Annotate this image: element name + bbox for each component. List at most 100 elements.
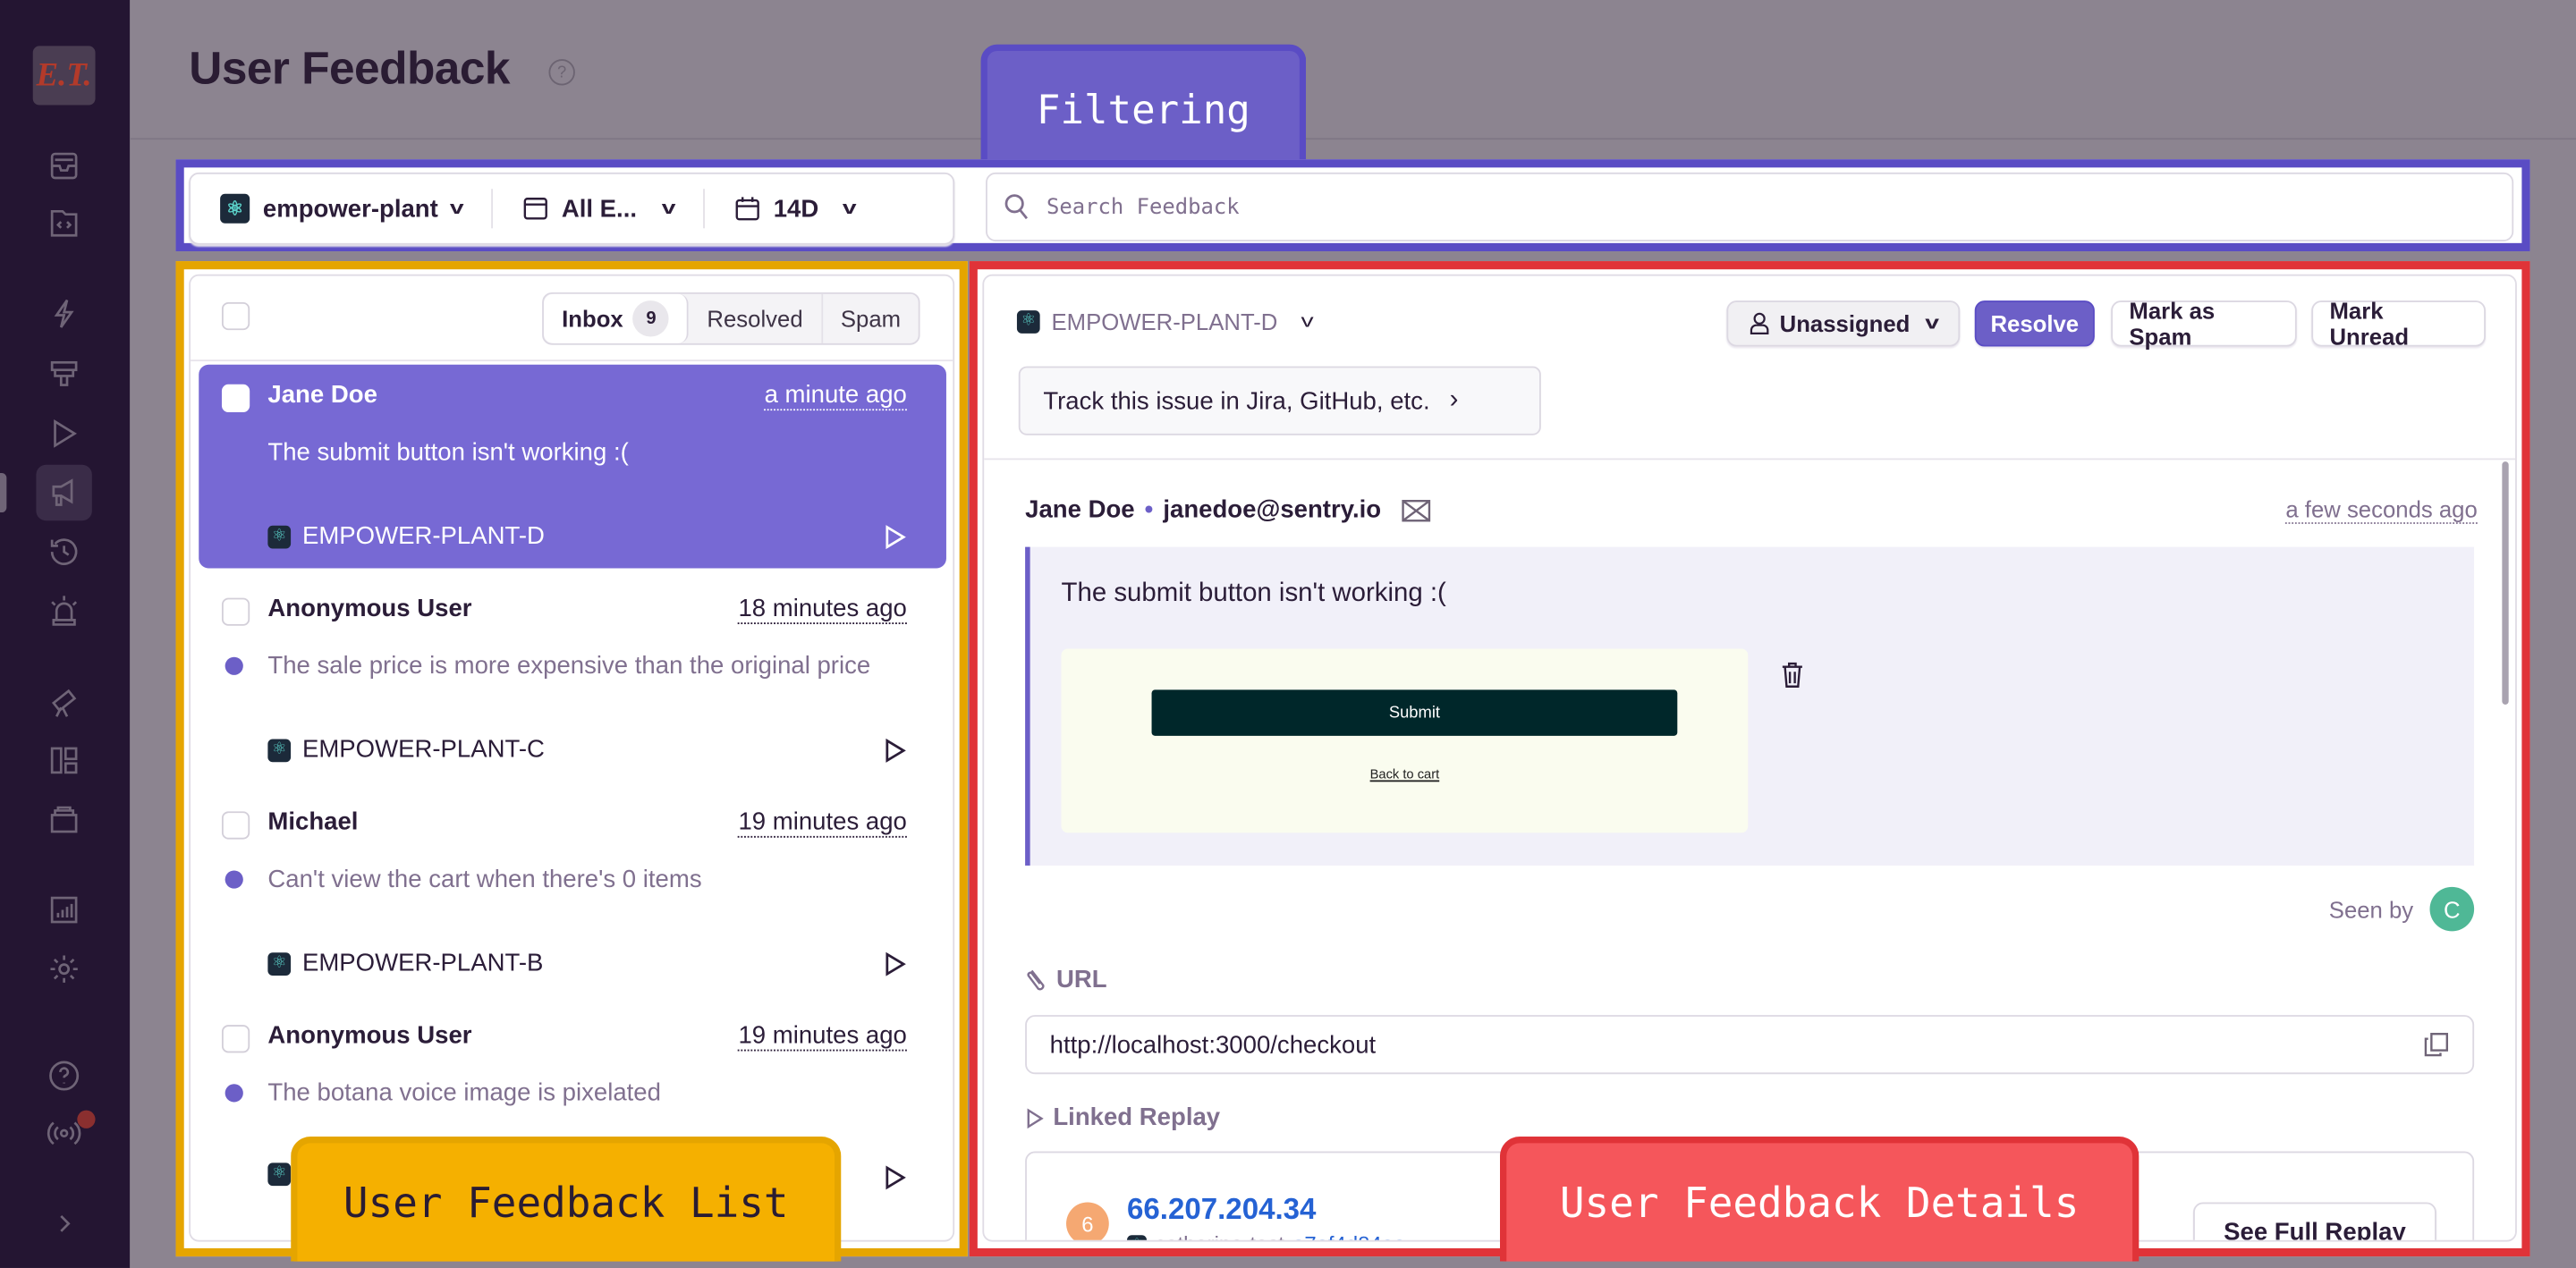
broadcast-icon[interactable] xyxy=(36,1109,91,1158)
unread-indicator xyxy=(225,1084,243,1103)
feedback-time: 19 minutes ago xyxy=(738,1021,907,1052)
environment-selector[interactable]: All E... v xyxy=(490,189,703,229)
issue-link[interactable]: ⚛ EMPOWER-PLANT-D xyxy=(267,522,545,550)
url-label: URL xyxy=(1056,965,1107,994)
replay-project: catherine-test xyxy=(1155,1232,1284,1240)
feedback-author: Jane Doe xyxy=(267,381,377,410)
copy-icon[interactable] xyxy=(2423,1031,2449,1057)
list-item[interactable]: Jane Doe a minute ago The submit button … xyxy=(199,364,946,569)
project-name: empower-plant xyxy=(262,194,438,223)
org-logo[interactable]: E.T. xyxy=(32,46,96,106)
feedback-message: The submit button isn't working :( xyxy=(1061,579,1446,608)
feedback-message-block: The submit button isn't working :( Submi… xyxy=(1025,546,2475,866)
scrollbar[interactable] xyxy=(2502,461,2509,705)
see-full-replay-button[interactable]: See Full Replay xyxy=(2193,1202,2436,1240)
resolve-button[interactable]: Resolve xyxy=(1974,300,2095,347)
project-selector[interactable]: ⚛ empower-plant v xyxy=(191,189,491,228)
calendar-icon xyxy=(735,197,759,221)
assignee-dropdown[interactable]: Unassigned v xyxy=(1726,300,1961,347)
user-icon xyxy=(1750,312,1769,334)
issue-link[interactable]: ⚛ EMPOWER-PLANT-B xyxy=(267,950,543,977)
mark-spam-button[interactable]: Mark as Spam xyxy=(2111,297,2297,350)
search-input[interactable] xyxy=(1043,192,2463,222)
avatar[interactable]: C xyxy=(2429,886,2475,932)
gear-icon[interactable] xyxy=(36,944,91,993)
track-issue-button[interactable]: Track this issue in Jira, GitHub, etc. › xyxy=(1018,366,1541,435)
replay-play-icon[interactable] xyxy=(884,1164,907,1190)
react-icon: ⚛ xyxy=(267,738,292,762)
mail-icon[interactable] xyxy=(1401,498,1430,521)
active-indicator xyxy=(0,472,7,513)
stack-icon[interactable] xyxy=(36,795,91,844)
replay-play-icon[interactable] xyxy=(884,524,907,550)
react-icon: ⚛ xyxy=(267,524,292,548)
url-field[interactable]: http://localhost:3000/checkout xyxy=(1025,1015,2475,1075)
issue-link[interactable]: ⚛ xyxy=(267,1162,292,1187)
search-bar xyxy=(986,172,2514,241)
feedback-list: Inbox 9 Resolved Spam Jane Doe a minute a… xyxy=(189,274,955,1242)
author-name: Jane Doe xyxy=(1025,495,1135,524)
filtering-annotation-label: Filtering xyxy=(980,44,1307,170)
chevron-right-icon: › xyxy=(1449,385,1459,414)
screenshot-thumbnail[interactable]: Submit Back to cart xyxy=(1061,648,1749,833)
dashboard-icon[interactable] xyxy=(36,736,91,785)
tab-resolved[interactable]: Resolved xyxy=(689,293,823,343)
list-item[interactable]: Anonymous User 18 minutes ago The sale p… xyxy=(199,579,946,782)
linked-replay-text: Linked Replay xyxy=(1053,1103,1221,1132)
mark-unread-button[interactable]: Mark Unread xyxy=(2311,297,2486,350)
replay-id[interactable]: a7ef4d84ee xyxy=(1292,1232,1405,1240)
feedback-details: ⚛ EMPOWER-PLANT-D v Unassigned v Resolve… xyxy=(982,274,2517,1242)
play-icon[interactable] xyxy=(36,409,91,458)
replay-play-icon[interactable] xyxy=(884,738,907,764)
history-icon[interactable] xyxy=(36,528,91,577)
sidebar xyxy=(0,0,131,1268)
list-item[interactable]: Anonymous User 19 minutes ago The botana… xyxy=(199,1005,946,1209)
feedback-timestamp: a few seconds ago xyxy=(2285,495,2478,524)
play-icon xyxy=(1027,1107,1044,1129)
chevron-down-icon: v xyxy=(1924,313,1939,334)
track-issue-label: Track this issue in Jira, GitHub, etc. xyxy=(1043,386,1430,415)
megaphone-icon[interactable] xyxy=(36,464,92,521)
react-icon: ⚛ xyxy=(1016,310,1040,334)
author-email[interactable]: janedoe@sentry.io xyxy=(1163,495,1382,524)
help-icon[interactable] xyxy=(36,1052,91,1101)
issue-link[interactable]: ⚛ EMPOWER-PLANT-C xyxy=(267,736,545,764)
stats-icon[interactable] xyxy=(36,885,91,934)
date-range-selector[interactable]: 14D v xyxy=(702,189,885,229)
date-range-value: 14D xyxy=(773,194,819,223)
issue-id: EMPOWER-PLANT-D xyxy=(301,522,545,551)
issue-selector[interactable]: ⚛ EMPOWER-PLANT-D v xyxy=(1016,309,1313,335)
trash-icon[interactable] xyxy=(1781,662,1804,688)
list-item[interactable]: Michael 19 minutes ago Can't view the ca… xyxy=(199,791,946,995)
feedback-message: The submit button isn't working :( xyxy=(267,438,629,467)
window-icon xyxy=(523,198,547,220)
item-checkbox[interactable] xyxy=(221,384,250,413)
help-icon[interactable]: ? xyxy=(548,59,575,86)
list-annotation-label: User Feedback List xyxy=(291,1137,842,1262)
separator-dot: • xyxy=(1144,495,1154,524)
item-checkbox[interactable] xyxy=(221,597,250,626)
page-title: User Feedback xyxy=(189,42,510,94)
tab-spam[interactable]: Spam xyxy=(840,305,902,333)
url-section-label: URL xyxy=(1025,966,1107,993)
unread-indicator xyxy=(225,656,243,675)
replay-play-icon[interactable] xyxy=(884,951,907,976)
replay-user-ip[interactable]: 66.207.204.34 xyxy=(1126,1192,1317,1226)
code-folder-icon[interactable] xyxy=(36,199,91,248)
expand-icon[interactable] xyxy=(36,1199,91,1248)
tab-inbox[interactable]: Inbox 9 xyxy=(543,293,690,343)
telescope-icon[interactable] xyxy=(36,679,91,728)
select-all-checkbox[interactable] xyxy=(221,301,250,331)
siren-icon[interactable] xyxy=(36,587,91,636)
alert-banner-icon[interactable] xyxy=(36,350,91,399)
details-annotation-label: User Feedback Details xyxy=(1499,1137,2140,1262)
unread-indicator xyxy=(225,870,243,889)
lightning-icon[interactable] xyxy=(36,289,91,338)
chevron-down-icon: v xyxy=(843,199,858,219)
item-checkbox[interactable] xyxy=(221,811,250,840)
feedback-time: a minute ago xyxy=(764,381,907,411)
avatar: 6 xyxy=(1066,1202,1109,1240)
inbox-icon[interactable] xyxy=(36,141,91,190)
tab-label: Inbox xyxy=(562,305,623,333)
item-checkbox[interactable] xyxy=(221,1025,250,1053)
